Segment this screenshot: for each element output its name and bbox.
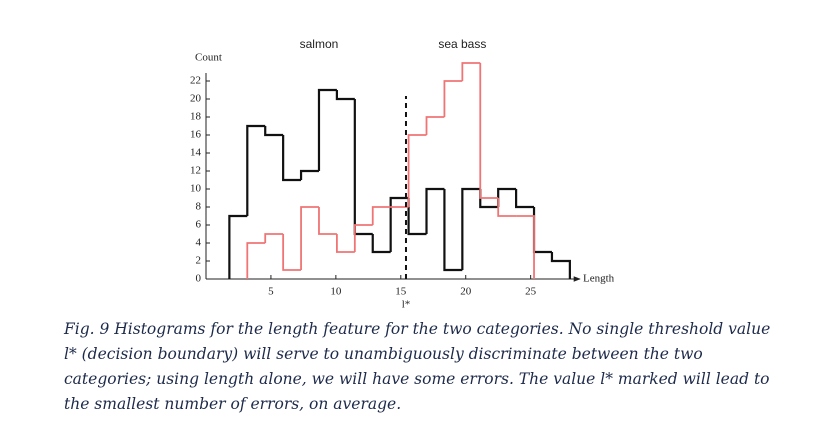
histogram-step	[371, 206, 391, 225]
histogram-step	[264, 233, 284, 243]
y-tick-label: 12	[190, 165, 201, 177]
legend-label: sea bass	[438, 37, 486, 51]
caption-line: the smallest number of errors, on averag…	[64, 395, 401, 413]
y-tick-label: 6	[196, 219, 202, 231]
histogram-step	[282, 135, 302, 182]
histogram-step	[299, 169, 319, 180]
x-tick-label: 25	[525, 286, 537, 298]
y-tick-label: 18	[190, 111, 202, 123]
histogram-step	[443, 189, 463, 272]
x-tick-label: 15	[395, 286, 407, 298]
histogram-step	[318, 207, 337, 235]
histogram-step	[300, 206, 319, 270]
histogram-step	[246, 124, 266, 216]
y-tick-label: 8	[196, 201, 202, 213]
y-tick-label: 16	[190, 129, 202, 141]
histogram-step	[246, 242, 266, 279]
histogram-step	[479, 63, 499, 199]
caption-line: l* (decision boundary) will serve to una…	[64, 345, 703, 363]
y-tick-label: 20	[190, 93, 202, 105]
y-tick-label: 0	[196, 273, 202, 285]
histogram-step	[317, 88, 337, 171]
threshold-label: l*	[402, 299, 411, 311]
histogram-step	[515, 189, 535, 209]
histogram-step	[282, 234, 302, 271]
histogram-step	[407, 134, 427, 207]
histogram-step	[425, 187, 445, 234]
histogram-step	[228, 214, 248, 279]
x-axis-label: Length	[583, 273, 615, 285]
histogram-step	[353, 99, 373, 236]
y-tick-label: 22	[190, 75, 201, 87]
histogram-step	[461, 187, 481, 270]
histogram-step	[371, 234, 391, 254]
y-tick-label: 4	[196, 237, 202, 249]
histogram-step	[516, 215, 535, 279]
histogram-step	[461, 62, 481, 81]
histogram-step	[336, 234, 355, 253]
histogram-step	[497, 187, 517, 207]
histogram-step	[264, 126, 284, 137]
caption-line: Fig. 9 Histograms for the length feature…	[63, 320, 770, 338]
histogram-step	[353, 224, 373, 252]
histogram-step	[407, 198, 427, 236]
y-tick-label: 14	[190, 147, 202, 159]
histogram-step	[497, 198, 517, 217]
caption-line: categories; using length alone, we will …	[64, 370, 770, 388]
y-tick-label: 10	[190, 183, 202, 195]
x-tick-label: 20	[460, 286, 472, 298]
histogram-step	[425, 116, 445, 135]
x-tick-label: 10	[330, 286, 342, 298]
histogram-step	[389, 196, 409, 252]
y-axis-label: Count	[195, 52, 222, 64]
histogram-step	[443, 80, 463, 117]
histogram-step	[550, 252, 571, 279]
x-tick-label: 5	[268, 286, 274, 298]
y-tick-label: 2	[196, 255, 202, 267]
legend-label: salmon	[300, 37, 339, 51]
histogram-step	[335, 90, 355, 101]
histogram-step	[532, 207, 552, 254]
